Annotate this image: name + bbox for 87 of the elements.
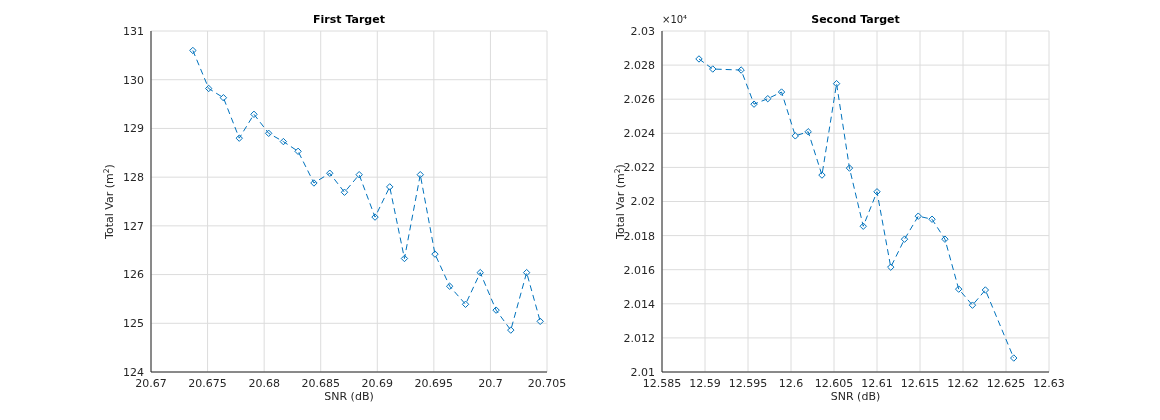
- x-tick-label: 12.62: [947, 376, 979, 390]
- x-tick-label: 12.585: [642, 376, 682, 390]
- point: [941, 235, 949, 243]
- point: [416, 171, 424, 179]
- point: [928, 215, 936, 223]
- point: [205, 84, 213, 93]
- y-tick-label: 125: [123, 317, 144, 331]
- point: [845, 164, 854, 172]
- point: [522, 268, 531, 277]
- point: [235, 134, 243, 142]
- x-tick-label: 20.69: [361, 376, 394, 390]
- point: [777, 88, 786, 96]
- point: [737, 66, 745, 74]
- x-tick-label: 12.625: [986, 376, 1026, 390]
- y-tick-label: 2.024: [623, 127, 655, 141]
- x-axis-title: SNR (dB): [830, 390, 881, 403]
- chart-title: Second Target: [811, 13, 900, 26]
- x-tick-label: 20.705: [527, 376, 567, 390]
- x-tick-label: 12.595: [728, 376, 768, 390]
- point: [750, 100, 758, 108]
- x-tick-label: 20.685: [301, 376, 340, 390]
- x-tick-label: 20.67: [135, 376, 167, 390]
- point: [955, 285, 963, 293]
- point: [981, 286, 990, 294]
- point: [461, 300, 470, 308]
- x-tick-label: 12.61: [861, 376, 893, 390]
- y-tick-label: 130: [123, 73, 144, 87]
- point: [219, 94, 228, 102]
- point: [355, 171, 363, 179]
- point: [1010, 354, 1018, 362]
- x-tick-label: 12.63: [1033, 376, 1065, 390]
- y-tick-label: 2.03: [630, 24, 655, 38]
- y-tick-label: 124: [123, 365, 144, 379]
- y-tick-label: 2.02: [630, 195, 655, 209]
- text: ×10⁴: [662, 14, 688, 25]
- y-tick-label: 126: [123, 268, 144, 282]
- point: [709, 65, 717, 73]
- x-tick-label: 12.615: [900, 376, 940, 390]
- x-axis-title: SNR (dB): [324, 390, 374, 403]
- point: [400, 254, 409, 263]
- point: [859, 222, 867, 230]
- point: [279, 137, 288, 146]
- point: [340, 188, 349, 196]
- x-tick-label: 12.59: [689, 376, 721, 390]
- point: [446, 282, 454, 290]
- point: [873, 188, 881, 196]
- point: [386, 183, 394, 191]
- point: [804, 128, 812, 136]
- point: [371, 213, 379, 221]
- x-tick-label: 20.68: [248, 376, 280, 390]
- point: [294, 147, 302, 156]
- point: [818, 171, 826, 179]
- point: [914, 212, 922, 220]
- point: [791, 132, 799, 140]
- x-tick-label: 20.675: [188, 376, 227, 390]
- x-tick-label: 12.6: [778, 376, 804, 390]
- y-tick-label: 128: [123, 171, 144, 185]
- x-tick-label: 12.605: [814, 376, 854, 390]
- point: [764, 94, 772, 103]
- point: [832, 79, 841, 88]
- y-tick-label: 129: [123, 122, 144, 136]
- y-tick-label: 127: [123, 219, 144, 233]
- y-tick-label: 2.014: [623, 297, 655, 311]
- y-tick-label: 2.01: [630, 365, 655, 379]
- point: [310, 179, 318, 187]
- point: [326, 169, 334, 177]
- x-tick-label: 20.7: [478, 376, 503, 390]
- x-tick-label: 20.695: [414, 376, 454, 390]
- point: [250, 110, 258, 118]
- point: [431, 250, 439, 258]
- point: [264, 129, 273, 137]
- y-tick-label: 2.026: [623, 93, 655, 107]
- point: [507, 326, 515, 334]
- point: [476, 268, 484, 277]
- y-tick-label: 2.028: [623, 59, 655, 72]
- point: [536, 317, 544, 326]
- point: [492, 306, 500, 314]
- y-tick-label: 2.016: [623, 263, 655, 277]
- point: [887, 263, 895, 271]
- y-tick-label: 131: [123, 24, 144, 38]
- y-tick-label: 2.012: [623, 331, 655, 345]
- point: [968, 301, 977, 309]
- point: [189, 46, 197, 55]
- chart-title: First Target: [312, 13, 386, 26]
- point: [900, 235, 909, 243]
- y-tick-label: 2.022: [623, 161, 655, 175]
- point: [695, 55, 703, 63]
